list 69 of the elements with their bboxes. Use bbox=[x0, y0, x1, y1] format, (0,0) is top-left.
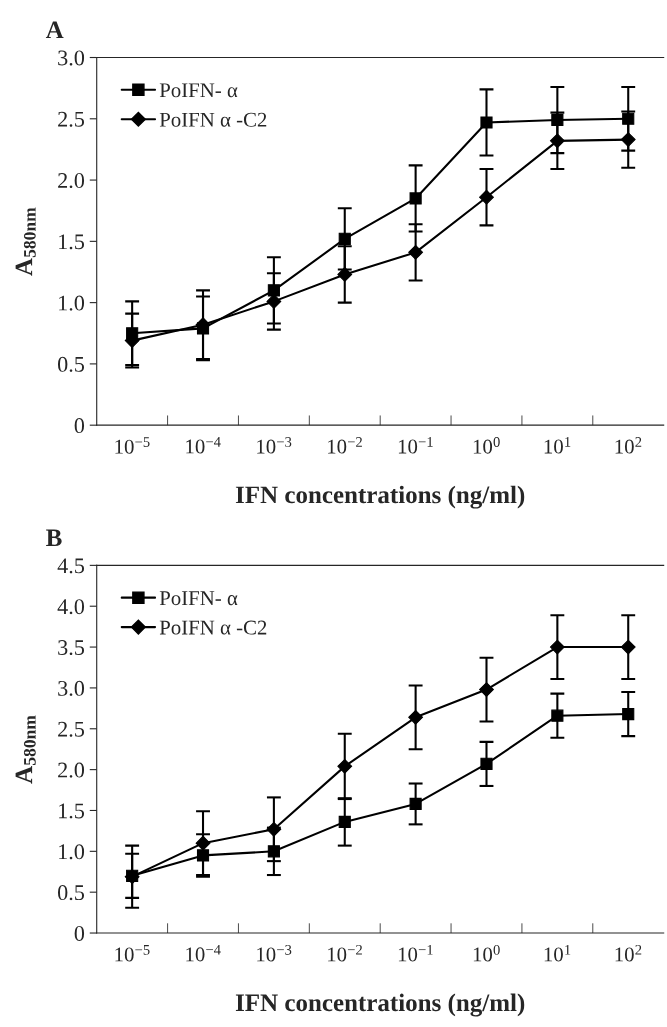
y-tick-label: 2.5 bbox=[58, 111, 85, 127]
y-tick-label: 4.5 bbox=[57, 558, 85, 574]
y-tick-label: 0 bbox=[74, 418, 85, 434]
x-tick-label: 10$^{−5}$ bbox=[115, 437, 150, 454]
y-tick-label: 3.0 bbox=[58, 680, 85, 696]
y-tick-label: 0 bbox=[74, 925, 85, 941]
x-tick-label: 10$^{0}$ bbox=[473, 437, 500, 454]
y-tick-label: 0.5 bbox=[57, 885, 85, 901]
x-tick-label: 10$^{−1}$ bbox=[398, 944, 433, 962]
point bbox=[549, 639, 565, 655]
point bbox=[620, 132, 636, 148]
x-tick-label: 10$^{−3}$ bbox=[257, 944, 292, 962]
x-tick-label: 10$^{−5}$ bbox=[115, 945, 150, 962]
x-tick-label: 10$^{−2}$ bbox=[328, 437, 362, 454]
point bbox=[480, 757, 493, 770]
y-axis-title: A$_{580nm}$ bbox=[15, 207, 36, 276]
point bbox=[409, 797, 422, 811]
y-tick-label: 1.0 bbox=[59, 844, 85, 860]
point bbox=[266, 294, 282, 309]
point bbox=[337, 267, 353, 282]
point bbox=[195, 835, 211, 851]
point bbox=[620, 639, 636, 655]
y-tick-label: 4.0 bbox=[57, 599, 85, 615]
point bbox=[338, 815, 351, 828]
x-axis-title: IFN concentrations (ng/ml) bbox=[235, 485, 525, 509]
point bbox=[551, 113, 564, 127]
x-tick-label: 10$^{−1}$ bbox=[398, 437, 433, 454]
x-tick-label: 10$^{2}$ bbox=[615, 944, 642, 962]
x-tick-label: 10$^{1}$ bbox=[544, 944, 571, 962]
point bbox=[267, 845, 280, 858]
y-axis-title: A$_{580nm}$ bbox=[15, 715, 36, 784]
point bbox=[266, 821, 282, 837]
point bbox=[196, 849, 210, 862]
point bbox=[549, 133, 565, 149]
point bbox=[551, 709, 564, 722]
point bbox=[408, 709, 424, 725]
y-tick-label: 3.5 bbox=[58, 640, 85, 656]
point bbox=[338, 232, 351, 245]
y-tick-label: 1.0 bbox=[59, 295, 85, 311]
point bbox=[337, 758, 353, 774]
legend-label: PoIFN α -C2 bbox=[159, 112, 267, 127]
y-tick-label: 0.5 bbox=[57, 356, 85, 372]
y-tick-label: 2.5 bbox=[58, 721, 85, 737]
point bbox=[408, 244, 424, 260]
legend-label: PoIFN- α bbox=[159, 83, 238, 98]
y-tick-label: 2.0 bbox=[58, 762, 85, 778]
point bbox=[267, 284, 280, 297]
chart-title: A bbox=[45, 21, 64, 39]
y-tick-label: 2.0 bbox=[58, 173, 85, 189]
point bbox=[622, 112, 635, 125]
y-tick-label: 1.5 bbox=[59, 234, 85, 250]
point bbox=[409, 192, 422, 205]
x-tick-label: 10$^{−2}$ bbox=[328, 944, 362, 962]
point bbox=[480, 116, 493, 129]
chart-title: B bbox=[46, 529, 62, 546]
x-axis-title: IFN concentrations (ng/ml) bbox=[235, 993, 525, 1017]
legend-label: PoIFN α -C2 bbox=[159, 620, 267, 635]
x-tick-label: 10$^{−4}$ bbox=[186, 944, 221, 962]
point bbox=[479, 189, 494, 205]
y-tick-label: 1.5 bbox=[59, 803, 85, 819]
x-tick-label: 10$^{0}$ bbox=[473, 944, 500, 962]
x-tick-label: 10$^{−3}$ bbox=[257, 437, 292, 454]
y-tick-label: 3.0 bbox=[58, 50, 85, 66]
legend-label: PoIFN- α bbox=[159, 591, 238, 606]
x-tick-label: 10$^{2}$ bbox=[615, 437, 642, 454]
point bbox=[622, 707, 635, 721]
x-tick-label: 10$^{−4}$ bbox=[186, 437, 221, 454]
point bbox=[479, 682, 494, 697]
x-tick-label: 10$^{1}$ bbox=[544, 437, 571, 454]
